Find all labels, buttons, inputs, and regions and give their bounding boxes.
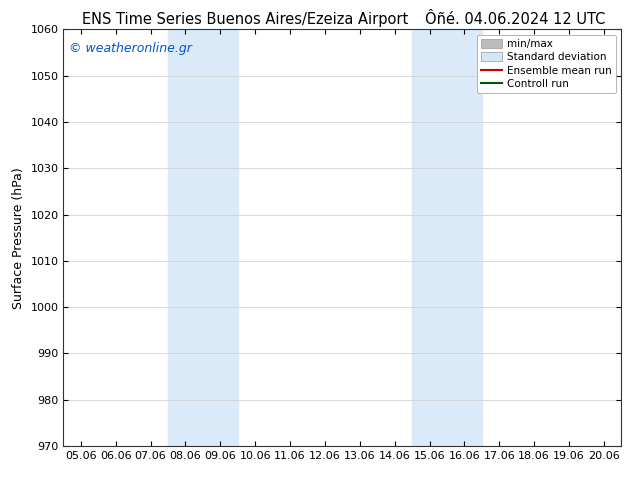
Legend: min/max, Standard deviation, Ensemble mean run, Controll run: min/max, Standard deviation, Ensemble me… — [477, 35, 616, 93]
Text: Ôñé. 04.06.2024 12 UTC: Ôñé. 04.06.2024 12 UTC — [425, 12, 605, 27]
Text: ENS Time Series Buenos Aires/Ezeiza Airport: ENS Time Series Buenos Aires/Ezeiza Airp… — [82, 12, 409, 27]
Bar — [168, 29, 238, 446]
Text: © weatheronline.gr: © weatheronline.gr — [69, 42, 192, 55]
Bar — [412, 29, 482, 446]
Y-axis label: Surface Pressure (hPa): Surface Pressure (hPa) — [12, 167, 25, 309]
